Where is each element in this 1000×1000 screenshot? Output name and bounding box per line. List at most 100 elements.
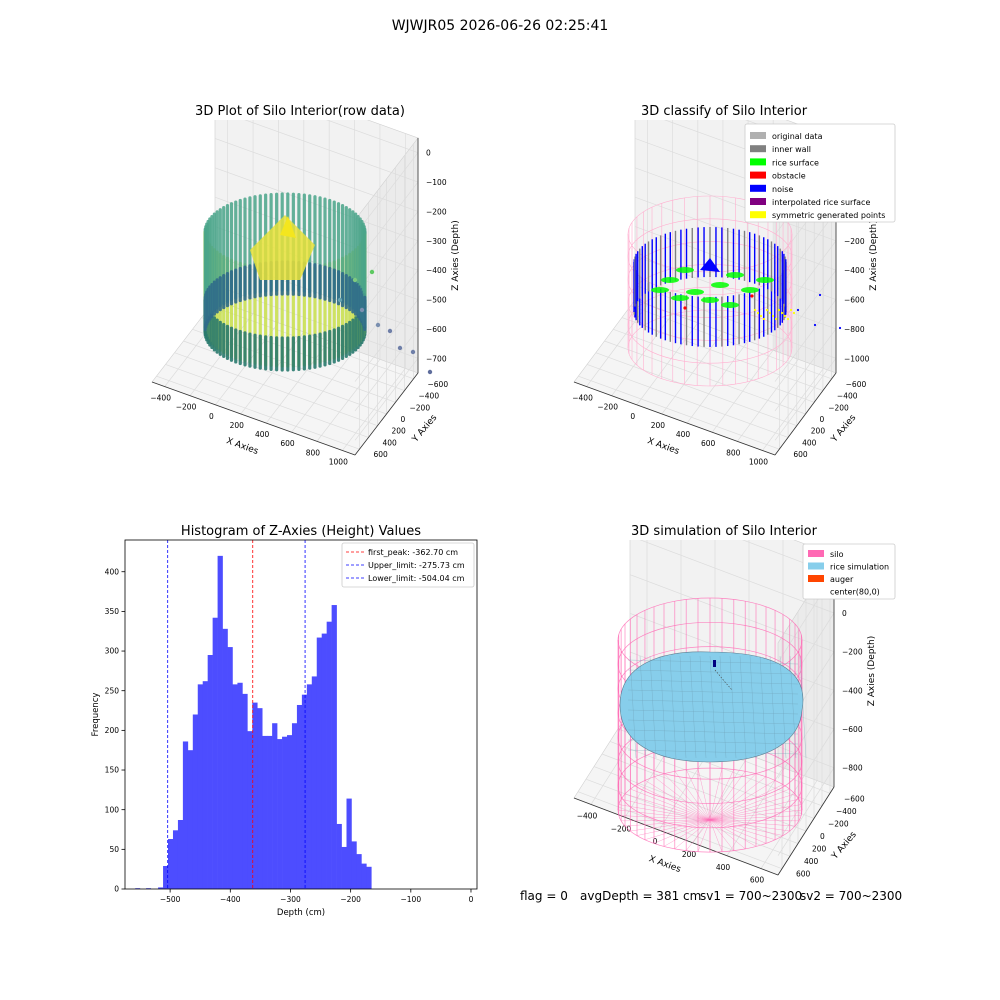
surface-mesh-line [627, 679, 799, 685]
grid-line-z [354, 269, 419, 353]
raw-outlier-point [387, 328, 393, 334]
surface-mesh-line [779, 655, 787, 759]
grid-line-z-back [214, 138, 419, 212]
classify-plot-title: 3D classify of Silo Interior [640, 104, 808, 119]
x-tick-label: −200 [611, 824, 632, 833]
grid-line-z-back [326, 120, 419, 154]
histogram-bar [237, 682, 243, 889]
z-tick-label: −1000 [844, 354, 870, 363]
legend-label: auger [830, 575, 854, 584]
surface-mesh-line [669, 655, 677, 759]
surface-mesh-line [749, 655, 757, 759]
grid-line-z [777, 767, 835, 856]
rice-surface-patch [741, 287, 759, 293]
silo-floor-spoke [709, 819, 776, 840]
x-tick-label: 200 [682, 850, 697, 859]
silo-ring [627, 286, 793, 364]
y-tick-label: −600 [844, 794, 865, 803]
legend-swatch [808, 562, 824, 570]
histogram-bar [257, 708, 263, 889]
legend-frame [341, 542, 475, 588]
surface-mesh-line [709, 655, 717, 759]
z-tick-label: −200 [842, 648, 863, 657]
raw-data-plot-title: 3D Plot of Silo Interior(row data) [195, 104, 405, 119]
x-tick-label: −400 [577, 811, 598, 820]
grid-line-z [354, 152, 419, 235]
silo-floor-spoke [653, 776, 711, 821]
legend-swatch [750, 145, 766, 153]
symmetric-point [777, 308, 781, 312]
surface-mesh-line [639, 655, 647, 759]
silo-floor-spoke [709, 769, 735, 821]
symmetric-point [783, 314, 787, 318]
grid-line-y [604, 340, 806, 415]
silo-floor-spoke [709, 819, 790, 832]
x-tick-label: 0 [630, 412, 635, 421]
legend-label: Lower_limit: -504.04 cm [368, 574, 465, 583]
surface-mesh-line [627, 709, 799, 715]
symmetric-point [756, 311, 760, 315]
grid-line-y [613, 328, 815, 403]
y-tick-label: 400 [804, 857, 819, 866]
x-tick-label: 600 [750, 876, 765, 885]
symmetric-point [789, 308, 793, 312]
legend-label: first_peak: -362.70 cm [368, 548, 458, 557]
silo-floor-spoke [644, 780, 711, 821]
grid-line-y [609, 741, 815, 819]
histogram-bar [197, 684, 204, 889]
x-tick-label: 600 [280, 439, 295, 448]
z-tick-label: −800 [842, 764, 863, 773]
silo-floor-spoke [709, 793, 796, 821]
y-tick-label: 600 [793, 450, 808, 459]
y-tick-label: 600 [796, 870, 811, 879]
silo-floor-spoke [644, 819, 711, 840]
symmetric-point [765, 308, 769, 312]
surface-mesh-line [627, 749, 799, 755]
y-axis-label: Y Axies [410, 413, 439, 445]
histogram-bar [326, 621, 332, 889]
histogram-bar [182, 741, 189, 889]
histogram-legend: first_peak: -362.70 cm Upper_limit: -275.… [341, 542, 475, 588]
x-axis-label: X Axies [647, 854, 682, 875]
symmetric-point [753, 308, 757, 312]
y-tick-label: −400 [419, 392, 440, 401]
legend-swatch [750, 198, 766, 205]
y-tick-label: −400 [836, 807, 857, 816]
legend-label: rice surface [772, 158, 819, 167]
silo-floor-spoke [709, 780, 776, 821]
histogram-bar [291, 723, 298, 889]
z-axis-label: Z Axies (Depth) [869, 220, 879, 291]
raw-outlier-point [375, 322, 381, 328]
avg-depth-readout: avgDepth = 381 cm [580, 889, 702, 903]
histogram-bar [192, 714, 199, 889]
y-tick-label: 100 [105, 805, 120, 814]
y-tick-label: −600 [428, 380, 449, 389]
rice-surface-patch [651, 287, 669, 293]
x-tick-label: 0 [653, 837, 658, 846]
y-tick-label: −200 [828, 819, 849, 828]
y-tick-label: 250 [105, 686, 120, 695]
silo-floor-spoke [709, 798, 799, 821]
silo-ring [617, 767, 803, 853]
x-tick-label: 600 [701, 439, 716, 448]
z-axis-label: Z Axies (Depth) [451, 220, 461, 291]
grid-line-z [354, 299, 419, 382]
y-axis-label: Y Axies [829, 413, 858, 445]
rice-surface-patch [726, 272, 744, 278]
silo-floor-spoke [636, 784, 711, 821]
noise-point [818, 293, 822, 297]
grid-line-y [156, 375, 360, 450]
silo-floor-spoke [709, 776, 767, 821]
grid-line-z-back [629, 574, 835, 652]
silo-floor-spoke [709, 768, 723, 821]
rice-surface-patch [711, 282, 729, 288]
surface-mesh-line [627, 739, 799, 745]
z-tick-label: −600 [842, 725, 863, 734]
grid-line-y [174, 352, 378, 427]
y-tick-label: 50 [109, 845, 119, 854]
histogram-bar [158, 887, 164, 889]
legend-swatch [750, 171, 766, 179]
x-axis-line [573, 797, 779, 876]
x-axis-label: X Axies [225, 436, 260, 457]
